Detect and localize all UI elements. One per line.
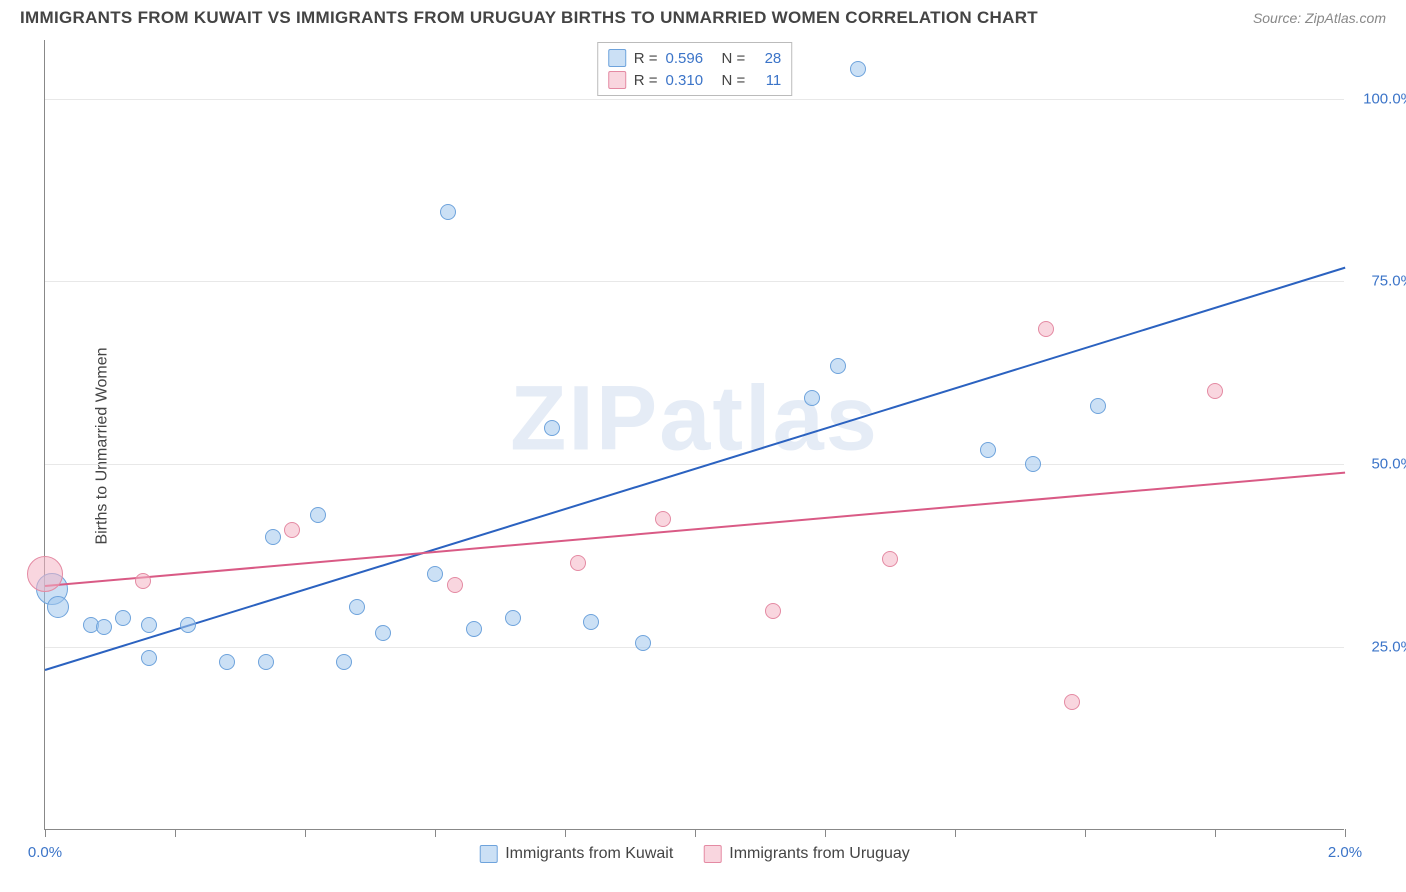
x-tick bbox=[565, 829, 566, 837]
x-tick-label: 0.0% bbox=[28, 844, 62, 861]
data-point-uruguay bbox=[135, 573, 151, 589]
stats-row-uruguay: R = 0.310 N = 11 bbox=[608, 69, 782, 91]
watermark-text: ZIPatlas bbox=[510, 366, 879, 471]
data-point-kuwait bbox=[850, 61, 866, 77]
y-tick-label: 100.0% bbox=[1354, 90, 1406, 107]
legend-label: Immigrants from Kuwait bbox=[505, 845, 673, 863]
data-point-uruguay bbox=[882, 551, 898, 567]
x-tick bbox=[1085, 829, 1086, 837]
data-point-uruguay bbox=[570, 555, 586, 571]
data-point-kuwait bbox=[1025, 456, 1041, 472]
n-label: N = bbox=[722, 72, 746, 89]
data-point-kuwait bbox=[265, 529, 281, 545]
data-point-kuwait bbox=[96, 619, 112, 635]
data-point-kuwait bbox=[980, 442, 996, 458]
data-point-kuwait bbox=[47, 596, 69, 618]
data-point-kuwait bbox=[180, 617, 196, 633]
data-point-kuwait bbox=[310, 507, 326, 523]
data-point-uruguay bbox=[765, 603, 781, 619]
data-point-uruguay bbox=[284, 522, 300, 538]
data-point-kuwait bbox=[440, 204, 456, 220]
y-tick-label: 75.0% bbox=[1354, 273, 1406, 290]
data-point-kuwait bbox=[141, 617, 157, 633]
n-label: N = bbox=[722, 50, 746, 67]
legend-label: Immigrants from Uruguay bbox=[729, 845, 910, 863]
swatch-kuwait-icon bbox=[608, 49, 626, 67]
r-label: R = bbox=[634, 50, 658, 67]
n-value: 11 bbox=[753, 72, 781, 89]
stats-row-kuwait: R = 0.596 N = 28 bbox=[608, 47, 782, 69]
legend-item-uruguay: Immigrants from Uruguay bbox=[703, 845, 910, 863]
x-tick bbox=[1345, 829, 1346, 837]
x-tick bbox=[305, 829, 306, 837]
data-point-kuwait bbox=[505, 610, 521, 626]
data-point-kuwait bbox=[219, 654, 235, 670]
data-point-uruguay bbox=[447, 577, 463, 593]
gridline bbox=[45, 647, 1344, 648]
data-point-kuwait bbox=[466, 621, 482, 637]
data-point-kuwait bbox=[635, 635, 651, 651]
x-tick bbox=[45, 829, 46, 837]
data-point-kuwait bbox=[115, 610, 131, 626]
x-tick bbox=[825, 829, 826, 837]
data-point-kuwait bbox=[1090, 398, 1106, 414]
data-point-kuwait bbox=[258, 654, 274, 670]
r-value: 0.310 bbox=[666, 72, 714, 89]
y-tick-label: 50.0% bbox=[1354, 456, 1406, 473]
data-point-kuwait bbox=[336, 654, 352, 670]
data-point-kuwait bbox=[583, 614, 599, 630]
y-tick-label: 25.0% bbox=[1354, 639, 1406, 656]
gridline bbox=[45, 99, 1344, 100]
gridline bbox=[45, 281, 1344, 282]
data-point-kuwait bbox=[141, 650, 157, 666]
data-point-kuwait bbox=[349, 599, 365, 615]
data-point-kuwait bbox=[375, 625, 391, 641]
x-tick bbox=[955, 829, 956, 837]
series-legend: Immigrants from Kuwait Immigrants from Ur… bbox=[479, 845, 910, 863]
data-point-kuwait bbox=[427, 566, 443, 582]
data-point-uruguay bbox=[655, 511, 671, 527]
x-tick bbox=[175, 829, 176, 837]
swatch-kuwait-icon bbox=[479, 845, 497, 863]
scatter-plot: ZIPatlas R =0.596N =28R =0.310N =11 Immi… bbox=[44, 40, 1344, 830]
swatch-uruguay-icon bbox=[608, 71, 626, 89]
gridline bbox=[45, 464, 1344, 465]
data-point-kuwait bbox=[544, 420, 560, 436]
x-tick bbox=[695, 829, 696, 837]
x-tick bbox=[1215, 829, 1216, 837]
trend-line-kuwait bbox=[45, 267, 1346, 671]
data-point-kuwait bbox=[830, 358, 846, 374]
n-value: 28 bbox=[753, 50, 781, 67]
r-label: R = bbox=[634, 72, 658, 89]
data-point-kuwait bbox=[804, 390, 820, 406]
source-attribution: Source: ZipAtlas.com bbox=[1253, 10, 1386, 26]
swatch-uruguay-icon bbox=[703, 845, 721, 863]
r-value: 0.596 bbox=[666, 50, 714, 67]
data-point-uruguay bbox=[1064, 694, 1080, 710]
x-tick-label: 2.0% bbox=[1328, 844, 1362, 861]
trend-line-uruguay bbox=[45, 472, 1345, 587]
legend-item-kuwait: Immigrants from Kuwait bbox=[479, 845, 673, 863]
data-point-uruguay bbox=[1038, 321, 1054, 337]
data-point-uruguay bbox=[1207, 383, 1223, 399]
chart-title: IMMIGRANTS FROM KUWAIT VS IMMIGRANTS FRO… bbox=[20, 8, 1038, 28]
x-tick bbox=[435, 829, 436, 837]
data-point-uruguay bbox=[27, 556, 63, 592]
correlation-stats-legend: R = 0.596 N = 28 R = 0.310 N = 11 bbox=[597, 42, 793, 96]
